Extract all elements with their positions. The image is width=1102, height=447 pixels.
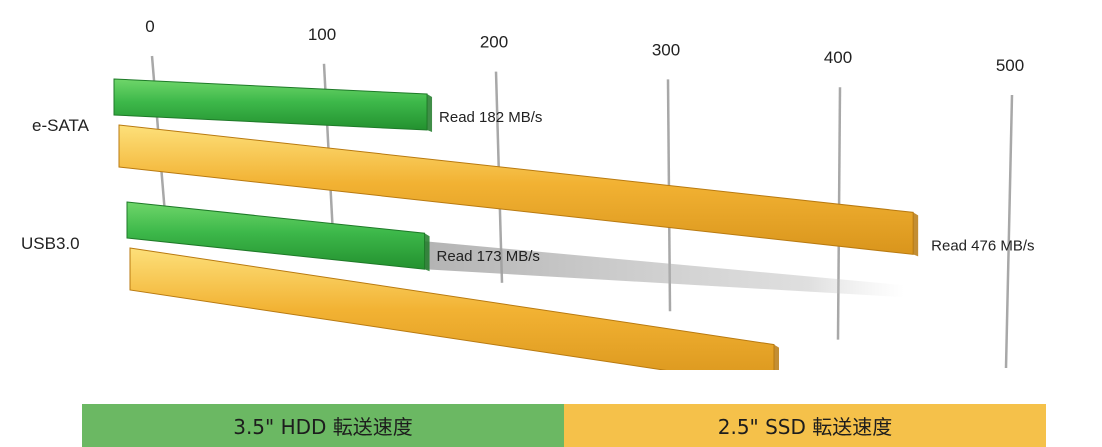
speed-comparison-chart: 0 100 200 300 400 500 Read 182 MB/s Read 476 M…: [21, 17, 1035, 370]
x-tick-label-100: 100: [308, 25, 336, 44]
bar-shadows: [424, 241, 905, 298]
legend-item-hdd: 3.5" HDD 転送速度: [82, 404, 564, 447]
bar-cap-0-1: [913, 212, 919, 257]
data-label-0-0: Read 182 MB/s: [439, 109, 542, 126]
legend-label-ssd: 2.5" SSD 転送速度: [717, 415, 893, 439]
bar-cap-1-1: [774, 344, 780, 370]
bar-cap-0-0: [427, 94, 433, 133]
bar-cap-1-0: [424, 233, 430, 272]
gridline-500: [1004, 94, 1014, 369]
bar-1-1: [129, 247, 775, 370]
category-label-0: e-SATA: [32, 116, 90, 135]
bar-shadow-1-0: [424, 241, 905, 298]
category-label-1: USB3.0: [21, 234, 80, 253]
x-tick-label-400: 400: [824, 48, 852, 67]
category-labels: e-SATA USB3.0: [21, 116, 90, 253]
bar-0-0: [113, 78, 428, 131]
x-axis-ticks: 0 100 200 300 400 500: [145, 17, 1024, 75]
x-tick-label-0: 0: [145, 17, 154, 36]
legend-label-hdd: 3.5" HDD 転送速度: [233, 415, 413, 439]
bars: [113, 78, 919, 370]
data-label-1-0: Read 173 MB/s: [437, 248, 540, 265]
x-tick-label-300: 300: [652, 40, 680, 59]
legend: 3.5" HDD 転送速度 2.5" SSD 転送速度: [82, 404, 1046, 447]
x-tick-label-500: 500: [996, 56, 1024, 75]
data-label-0-1: Read 476 MB/s: [931, 237, 1034, 254]
x-tick-label-200: 200: [480, 33, 508, 52]
legend-item-ssd: 2.5" SSD 転送速度: [564, 404, 1046, 447]
